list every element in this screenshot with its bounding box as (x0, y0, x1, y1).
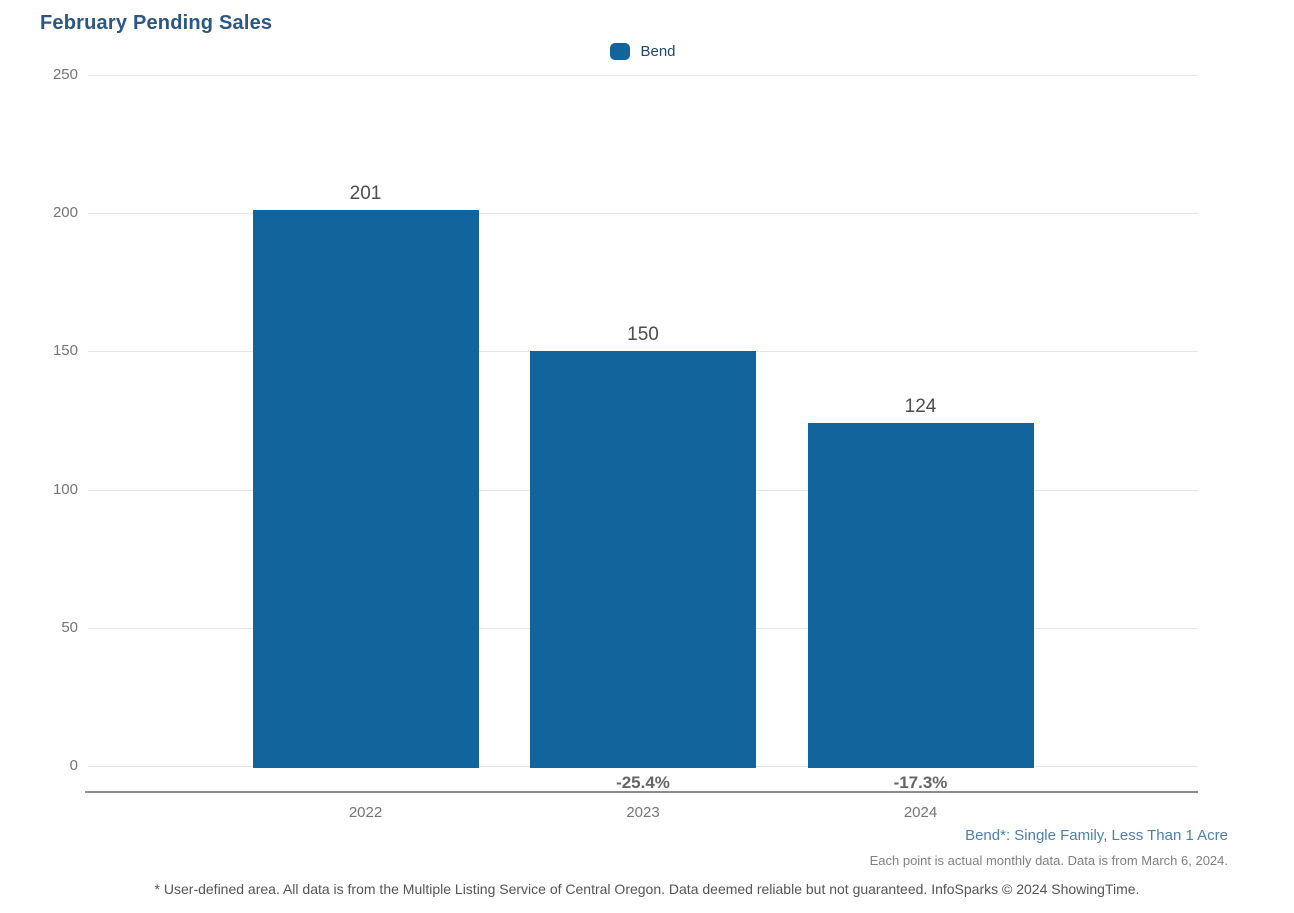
bar-value-label: 150 (627, 324, 659, 346)
legend-label: Bend (640, 43, 676, 60)
bar-2024[interactable] (807, 423, 1034, 768)
y-axis-tick-label: 50 (61, 618, 78, 636)
y-axis-tick-label: 250 (52, 66, 78, 83)
footnote-disclaimer: * User-defined area. All data is from th… (154, 881, 1140, 897)
footnote-series-definition: Bend*: Single Family, Less Than 1 Acre (965, 827, 1228, 844)
x-axis-tick-label: 2022 (348, 804, 383, 821)
legend-swatch-icon (610, 43, 631, 60)
gridline-y-250 (88, 75, 1198, 76)
chart-title: February Pending Sales (40, 12, 273, 34)
footnote-data-note: Each point is actual monthly data. Data … (869, 853, 1228, 868)
y-axis-tick-label: 0 (69, 757, 78, 774)
gridline-y-200 (88, 213, 1198, 215)
bar-value-label: 124 (904, 396, 937, 418)
bar-value-label: 201 (349, 183, 382, 205)
x-axis-line (85, 791, 1198, 793)
x-axis-tick-label: 2023 (626, 804, 660, 821)
y-axis-tick-label: 100 (52, 480, 78, 498)
bar-2022[interactable] (252, 210, 479, 768)
legend: Bend (88, 43, 1198, 60)
y-axis-tick-label: 200 (52, 204, 78, 222)
bar-pct-change-label: -25.4% (616, 773, 670, 792)
x-axis-tick-label: 2024 (903, 804, 938, 821)
bar-2023[interactable] (530, 351, 756, 768)
legend-item-bend[interactable]: Bend (610, 43, 676, 60)
bar-pct-change-label: -17.3% (893, 773, 948, 792)
y-axis-tick-label: 150 (52, 342, 78, 360)
